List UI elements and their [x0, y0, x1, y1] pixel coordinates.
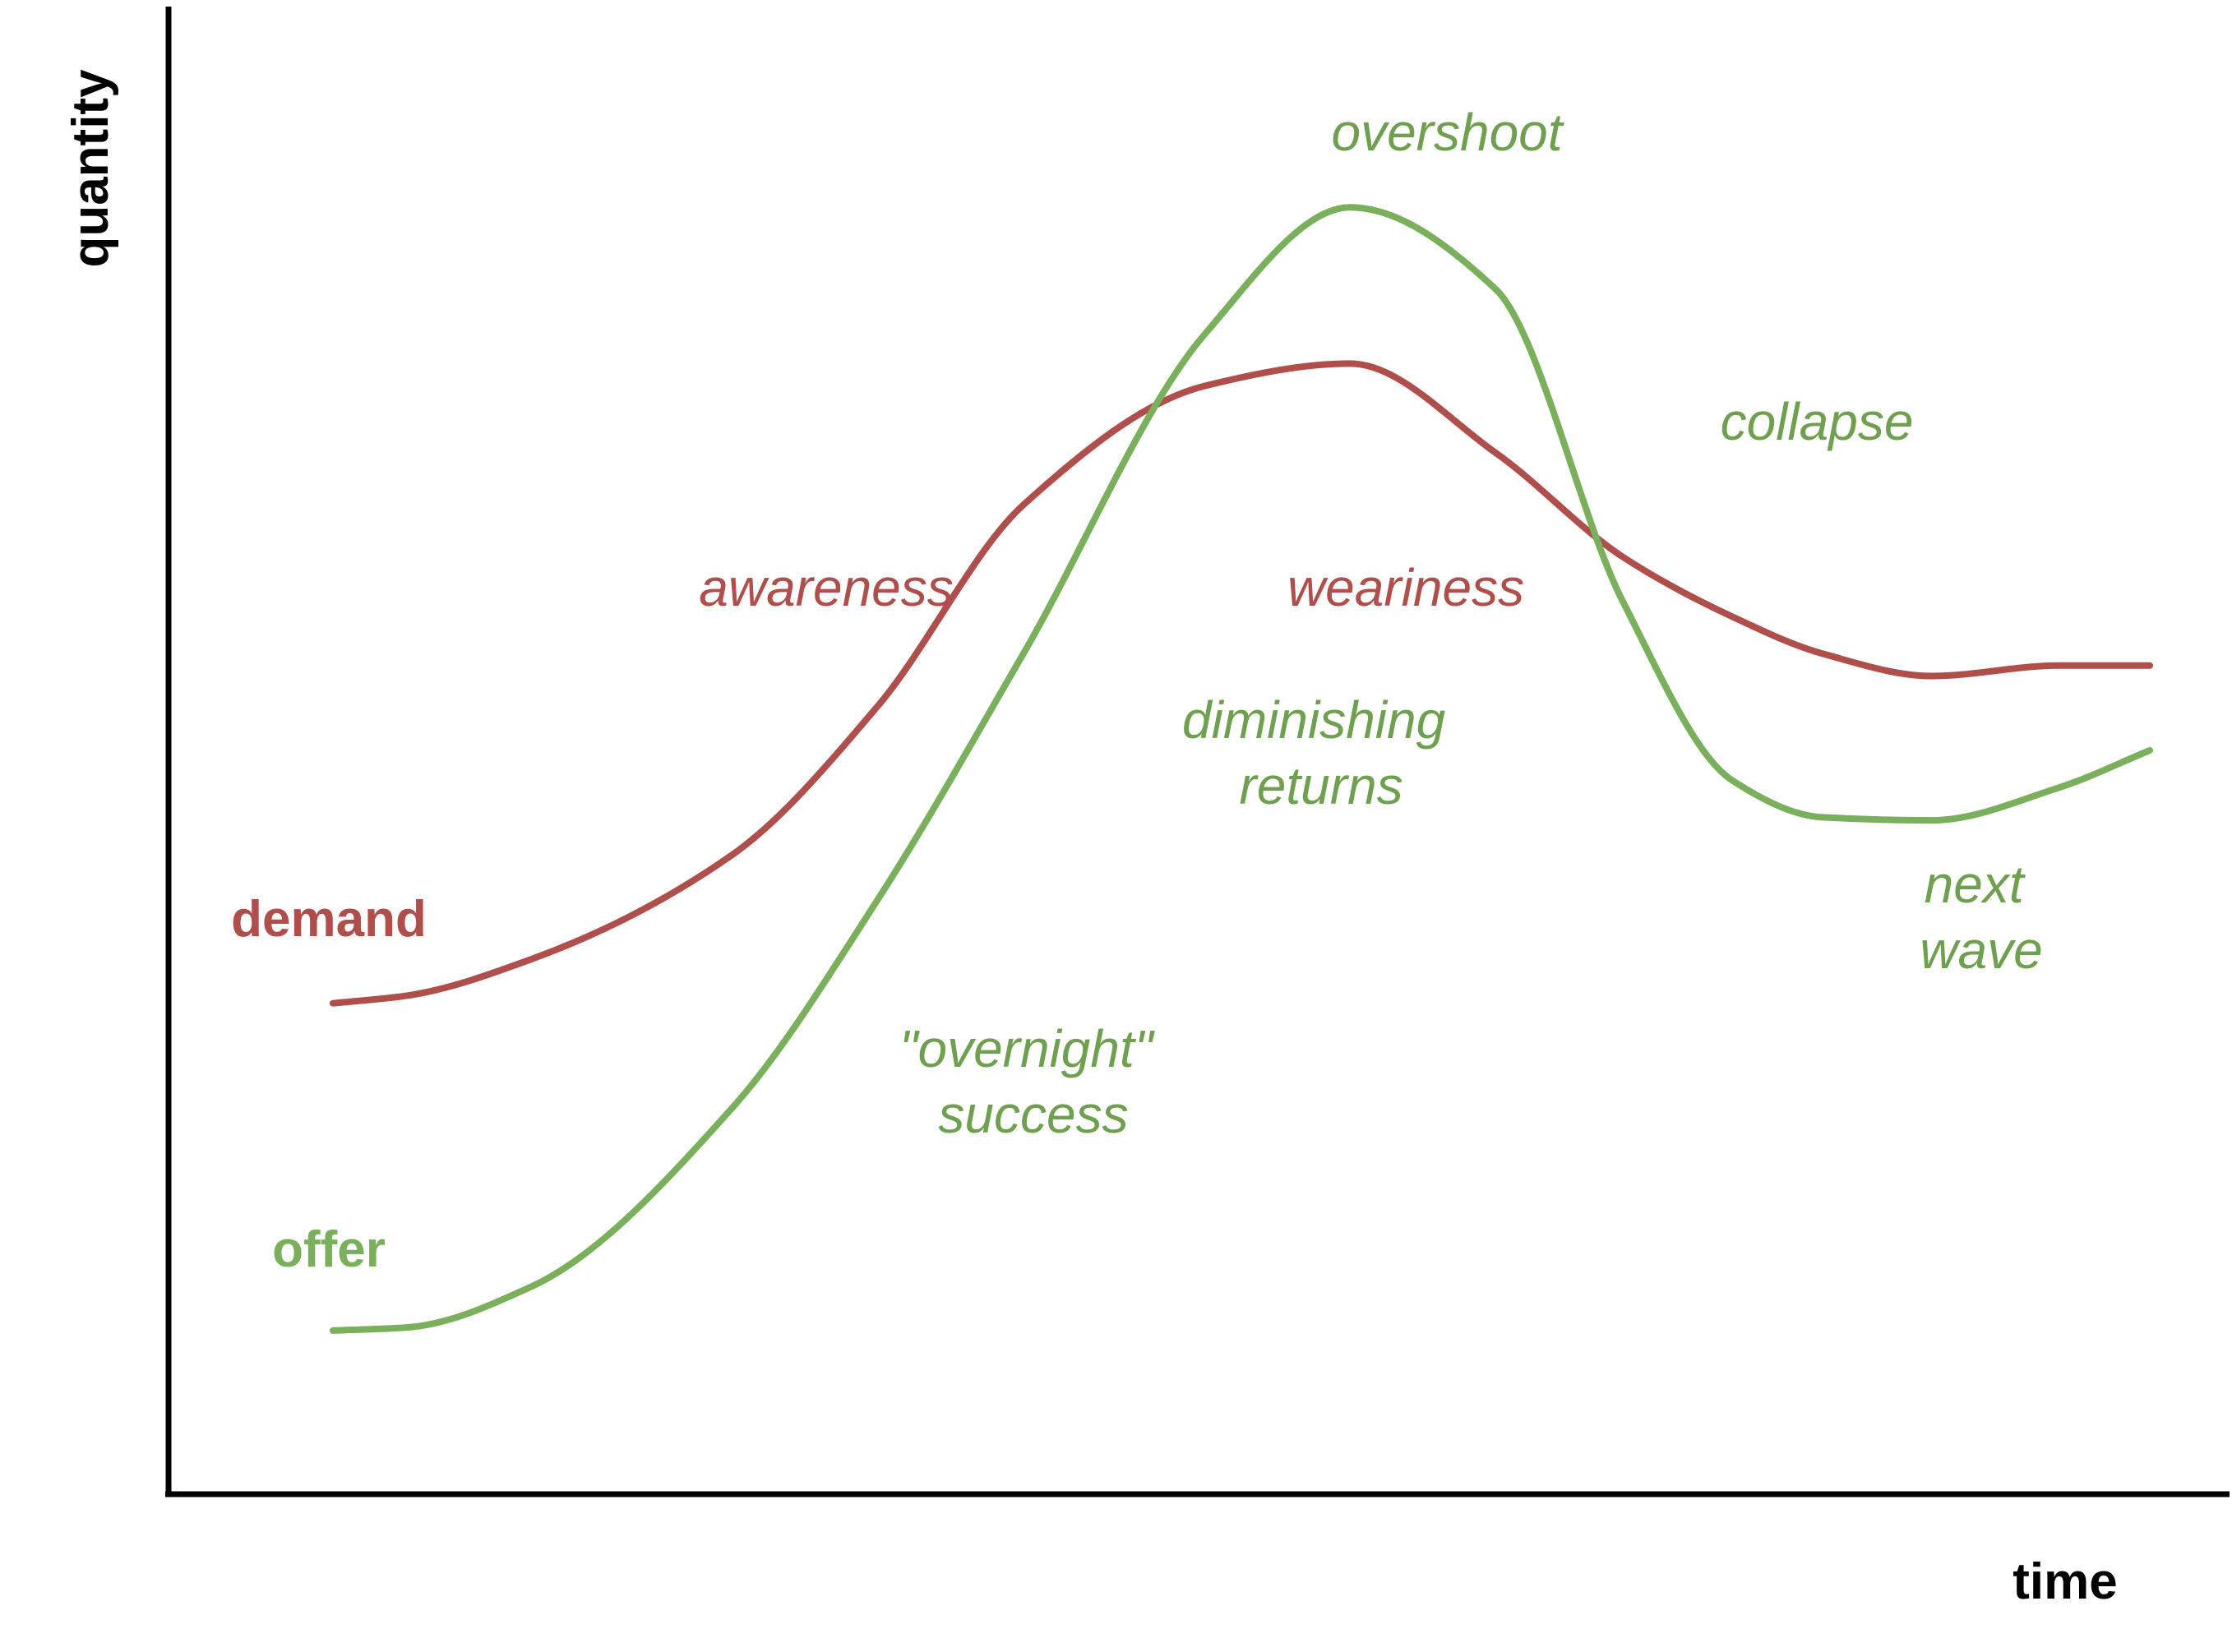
- annotation-collapse: collapse: [1721, 392, 1914, 451]
- x-axis-label: time: [2012, 1553, 2117, 1610]
- annotation-awareness: awareness: [699, 558, 954, 617]
- series-label-demand: demand: [231, 891, 427, 948]
- annotation-next-wave: next wave: [1920, 855, 2042, 980]
- series-label-offer: offer: [272, 1221, 386, 1278]
- y-axis-label: quantity: [62, 69, 119, 268]
- annotation-line: returns: [1239, 756, 1403, 815]
- series-line-offer: [330, 204, 2153, 1334]
- annotation-diminishing-returns: diminishing returns: [1182, 690, 1460, 815]
- annotation-line: wave: [1920, 921, 2042, 980]
- annotation-line: success: [938, 1085, 1128, 1144]
- annotation-overnight-success: "overnight" success: [899, 1019, 1168, 1144]
- series-line-demand: [330, 360, 2153, 1007]
- annotation-line: diminishing: [1182, 690, 1446, 750]
- annotation-overshoot: overshoot: [1331, 103, 1564, 162]
- annotation-line: next: [1925, 855, 2026, 914]
- annotation-line: "overnight": [899, 1019, 1156, 1078]
- annotation-weariness: weariness: [1287, 558, 1524, 617]
- series-layer: [330, 204, 2153, 1334]
